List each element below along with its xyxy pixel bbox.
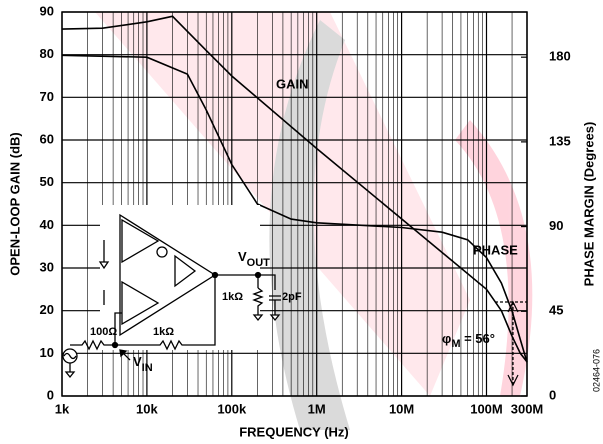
y-tick-label: 90: [40, 3, 54, 18]
y2-tick-label: 90: [549, 218, 563, 233]
circuit-label: 1kΩ: [222, 291, 243, 303]
y-tick-label: 50: [40, 174, 54, 189]
y2-tick-label: 135: [549, 133, 571, 148]
x-tick-label: 1k: [55, 401, 70, 416]
y-tick-label: 20: [40, 302, 54, 317]
x-tick-label: 100M: [470, 401, 503, 416]
circuit-label: VOUT: [238, 249, 270, 268]
series-label: GAIN: [276, 76, 309, 91]
circuit: [62, 205, 281, 379]
y2-tick-label: 180: [549, 49, 571, 64]
circuit-label: 1kΩ: [153, 326, 174, 338]
y-tick-label: 70: [40, 89, 54, 104]
y-tick-label: 10: [40, 345, 54, 360]
x-axis-title: FREQUENCY (Hz): [239, 424, 349, 439]
x-tick-label: 10k: [136, 401, 158, 416]
y2-tick-label: 45: [549, 303, 563, 318]
y-tick-label: 80: [40, 46, 54, 61]
y-axis-title: OPEN-LOOP GAIN (dB): [7, 132, 22, 275]
y-tick-label: 0: [47, 387, 54, 402]
y-tick-label: 30: [40, 259, 54, 274]
series-line: [61, 54, 528, 363]
series-line: [61, 15, 528, 363]
x-tick-label: 100k: [217, 401, 247, 416]
x-tick-label: 10M: [389, 401, 414, 416]
series-label: PHASE: [473, 242, 518, 257]
x-tick-label: 1M: [308, 401, 326, 416]
phase-margin-arrow: [495, 300, 527, 387]
figure-id: 02464-076: [591, 349, 601, 392]
marks: [61, 15, 528, 363]
phase-margin-label: φM = 56°: [442, 331, 495, 349]
y2-axis-title: PHASE MARGIN (Degrees): [581, 122, 596, 287]
y-tick-label: 60: [40, 131, 54, 146]
y2-tick-label: 0: [549, 387, 556, 402]
circuit-label: 2pF: [282, 291, 302, 303]
circuit-label: 100Ω: [90, 326, 117, 338]
y-tick-label: 40: [40, 217, 54, 232]
circuit-label: VIN: [133, 354, 153, 373]
x-tick-label: 300M: [511, 401, 544, 416]
